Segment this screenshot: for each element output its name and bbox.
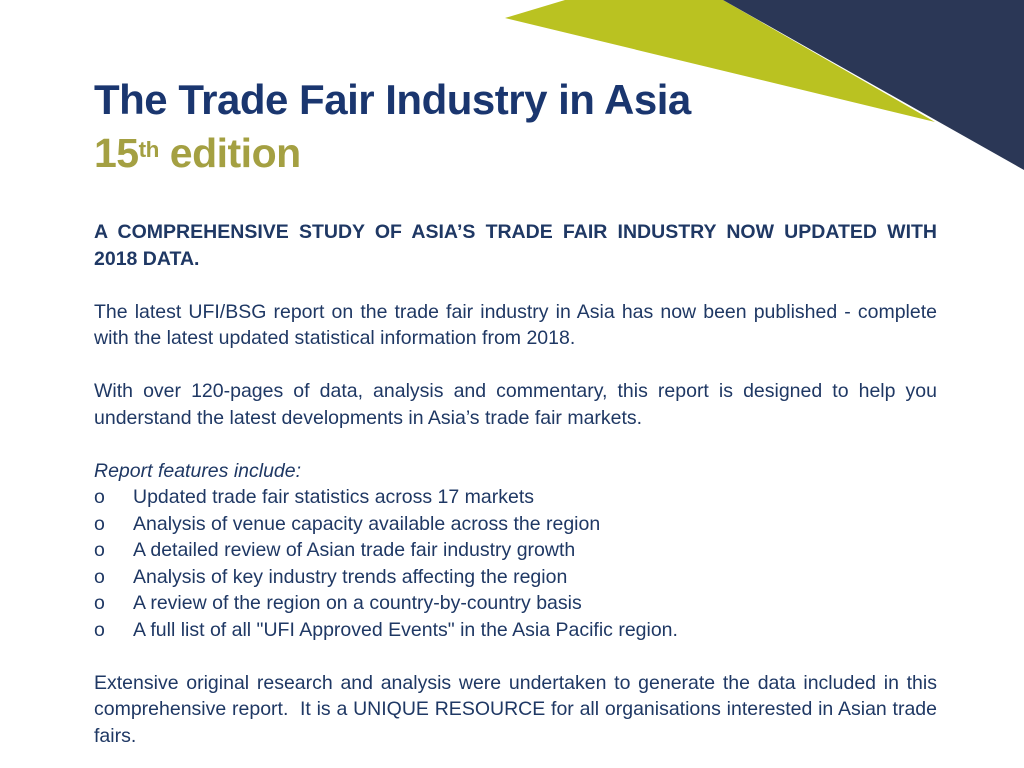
header: The Trade Fair Industry in Asia 15th edi… [94,72,794,186]
paragraph-report-scope: With over 120-pages of data, analysis an… [94,380,943,429]
edition-ordinal-suffix: th [138,136,160,162]
edition-number: 15 [94,130,139,176]
bullet-marker: o [94,512,105,535]
list-item: o A review of the region on a country-by-… [94,590,937,617]
bullet-marker: o [94,565,105,588]
list-item: o Analysis of key industry trends affecti… [94,564,937,591]
list-item-text: A full list of all "UFI Approved Events"… [133,618,678,641]
list-item: o A full list of all "UFI Approved Events… [94,617,937,644]
features-heading: Report features include: [94,459,302,482]
list-item: o Analysis of venue capacity available ac… [94,511,937,538]
paragraph-report-published: The latest UFI/BSG report on the trade f… [94,300,943,350]
edition-word: edition [158,130,301,176]
list-item-text: Analysis of key industry trends affectin… [133,565,568,588]
features-list: o Updated trade fair statistics across 17… [94,484,937,643]
list-item-text: Analysis of venue capacity available acr… [133,512,601,535]
intro-paragraph: A COMPREHENSIVE STUDY OF ASIA’S TRADE FA… [94,221,943,270]
list-item-text: Updated trade fair statistics across 17 … [133,486,534,508]
bullet-marker: o [94,539,105,561]
edition-subtitle: 15th edition [94,127,794,186]
list-item-text: A review of the region on a country-by-c… [133,592,582,614]
bullet-marker: o [94,486,105,508]
closing-paragraph: Extensive original research and analysis… [94,671,943,747]
bullet-marker: o [94,592,105,614]
page-title: The Trade Fair Industry in Asia [94,76,691,123]
list-item: o A detailed review of Asian trade fair i… [94,537,937,564]
bullet-marker: o [94,618,105,641]
list-item-text: A detailed review of Asian trade fair in… [133,539,576,561]
list-item: o Updated trade fair statistics across 17… [94,484,937,511]
body-text: A COMPREHENSIVE STUDY OF ASIA’S TRADE FA… [94,219,937,749]
